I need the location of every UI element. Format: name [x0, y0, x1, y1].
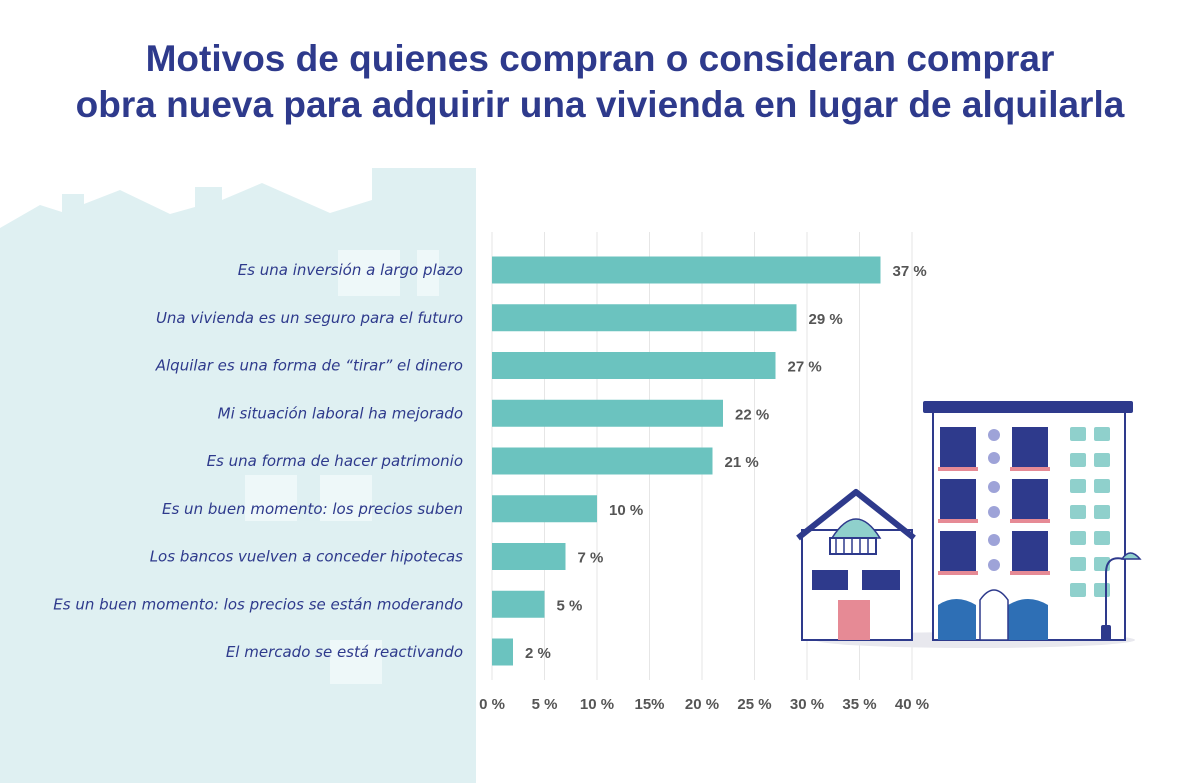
category-label: Es un buen momento: los precios se están…	[53, 595, 463, 613]
apartment-building	[923, 401, 1133, 641]
bar	[492, 590, 545, 618]
data-label: 27 %	[788, 359, 822, 376]
bar	[492, 256, 881, 284]
value-labels: 37 % 29 % 27 % 22 % 21 % 10 % 7 % 5 % 2 %	[525, 263, 927, 662]
data-label: 37 %	[893, 263, 927, 280]
window-patch	[330, 640, 382, 684]
x-tick-label: 10 %	[580, 696, 614, 713]
window-patch	[417, 250, 439, 296]
bar	[492, 495, 597, 523]
chart-title-line-1: Motivos de quienes compran o consideran …	[145, 38, 1055, 79]
x-axis-ticks: 0 % 5 % 10 % 15% 20 % 25 % 30 % 35 % 40 %	[479, 696, 929, 713]
category-label: Es una forma de hacer patrimonio	[207, 452, 463, 470]
data-label: 5 %	[557, 597, 583, 614]
chart-title-line-2: obra nueva para adquirir una vivienda en…	[75, 84, 1125, 125]
x-tick-label: 20 %	[685, 696, 719, 713]
x-tick-label: 40 %	[895, 696, 929, 713]
data-label: 7 %	[578, 550, 604, 567]
x-tick-label: 25 %	[737, 696, 771, 713]
category-label: El mercado se está reactivando	[226, 643, 463, 661]
category-label: Una vivienda es un seguro para el futuro	[156, 309, 463, 327]
bar	[492, 304, 797, 332]
bar	[492, 543, 566, 570]
category-label: Es un buen momento: los precios suben	[162, 500, 463, 518]
category-labels: Es una inversión a largo plazo Una vivien…	[53, 261, 463, 661]
category-label: Es una inversión a largo plazo	[238, 261, 463, 279]
x-tick-label: 15%	[634, 696, 664, 713]
category-label: Los bancos vuelven a conceder hipotecas	[150, 548, 463, 566]
x-tick-label: 0 %	[479, 696, 505, 713]
x-tick-label: 30 %	[790, 696, 824, 713]
window-patch	[320, 475, 372, 521]
data-label: 29 %	[809, 311, 843, 328]
bar	[492, 352, 776, 379]
x-tick-label: 5 %	[532, 696, 558, 713]
data-label: 10 %	[609, 502, 643, 519]
data-label: 2 %	[525, 645, 551, 662]
buildings-illustration	[796, 401, 1142, 648]
bar	[492, 447, 713, 475]
bars	[492, 256, 881, 666]
x-tick-label: 35 %	[842, 696, 876, 713]
street-lamp	[1101, 552, 1142, 641]
data-label: 21 %	[725, 454, 759, 471]
category-label: Mi situación laboral ha mejorado	[218, 404, 463, 422]
data-label: 22 %	[735, 406, 769, 423]
window-patch	[338, 250, 400, 296]
skyline-shape	[0, 168, 476, 783]
window-patch	[245, 475, 297, 521]
category-label: Alquilar es una forma de “tirar” el dine…	[155, 357, 463, 375]
small-house	[796, 489, 916, 641]
bar	[492, 638, 513, 666]
bar	[492, 399, 723, 427]
